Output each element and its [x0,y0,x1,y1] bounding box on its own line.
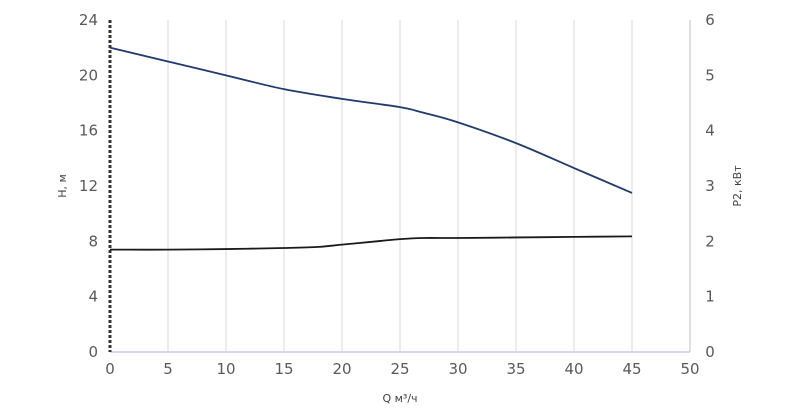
y2-tick-label: 1 [705,288,715,306]
y2-tick-label: 4 [705,122,715,140]
y2-axis-title: P2, кВт [731,165,744,207]
x-tick-label: 0 [105,360,115,378]
y-tick-label: 24 [79,11,98,29]
y2-tick-label: 6 [705,11,715,29]
axes [108,20,691,353]
y-tick-label: 12 [79,177,98,195]
x-tick-label: 40 [564,360,583,378]
power-curve-line [109,235,633,251]
x-tick-label: 10 [216,360,235,378]
head-curve-line [109,46,633,194]
x-tick-label: 5 [163,360,173,378]
x-tick-label: 20 [332,360,351,378]
y-axis-title: H, м [56,174,69,198]
series-lines [109,46,633,251]
y2-tick-label: 3 [705,177,715,195]
y-tick-label: 8 [88,232,98,250]
gridlines [167,20,633,352]
y-tick-label: 4 [88,288,98,306]
y2-tick-label: 0 [705,343,715,361]
y2-tick-label: 5 [705,66,715,84]
y-tick-label: 20 [79,66,98,84]
y2-tick-label: 2 [705,232,715,250]
x-tick-label: 30 [448,360,467,378]
x-tick-label: 15 [274,360,293,378]
x-tick-label: 35 [506,360,525,378]
x-tick-label: 25 [390,360,409,378]
y-tick-label: 16 [79,122,98,140]
x-axis-title: Q м³/ч [382,392,417,405]
x-tick-label: 50 [680,360,699,378]
y-tick-label: 0 [88,343,98,361]
x-tick-label: 45 [622,360,641,378]
